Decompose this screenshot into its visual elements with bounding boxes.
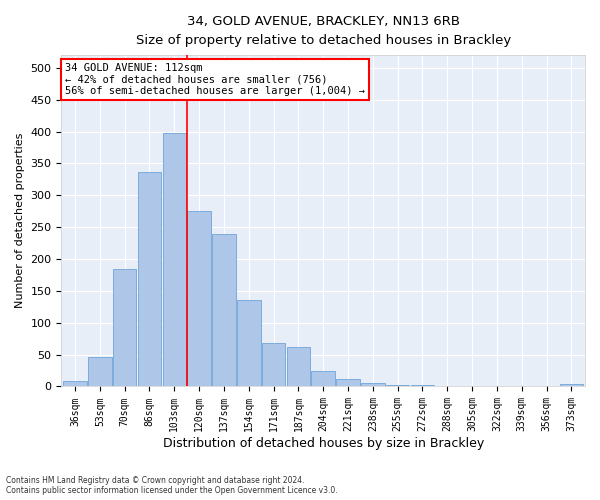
Bar [237, 300, 260, 386]
Bar [163, 133, 186, 386]
Bar [410, 385, 434, 386]
Bar [287, 347, 310, 387]
Bar [361, 384, 385, 386]
Y-axis label: Number of detached properties: Number of detached properties [15, 133, 25, 308]
Bar [386, 384, 409, 386]
Text: 34 GOLD AVENUE: 112sqm
← 42% of detached houses are smaller (756)
56% of semi-de: 34 GOLD AVENUE: 112sqm ← 42% of detached… [65, 63, 365, 96]
Title: 34, GOLD AVENUE, BRACKLEY, NN13 6RB
Size of property relative to detached houses: 34, GOLD AVENUE, BRACKLEY, NN13 6RB Size… [136, 15, 511, 47]
Bar [262, 343, 286, 386]
Bar [138, 172, 161, 386]
Bar [187, 211, 211, 386]
Bar [88, 357, 112, 386]
Bar [560, 384, 583, 386]
Bar [212, 234, 236, 386]
Bar [113, 269, 136, 386]
Bar [336, 380, 360, 386]
Text: Contains HM Land Registry data © Crown copyright and database right 2024.
Contai: Contains HM Land Registry data © Crown c… [6, 476, 338, 495]
X-axis label: Distribution of detached houses by size in Brackley: Distribution of detached houses by size … [163, 437, 484, 450]
Bar [63, 382, 87, 386]
Bar [311, 370, 335, 386]
